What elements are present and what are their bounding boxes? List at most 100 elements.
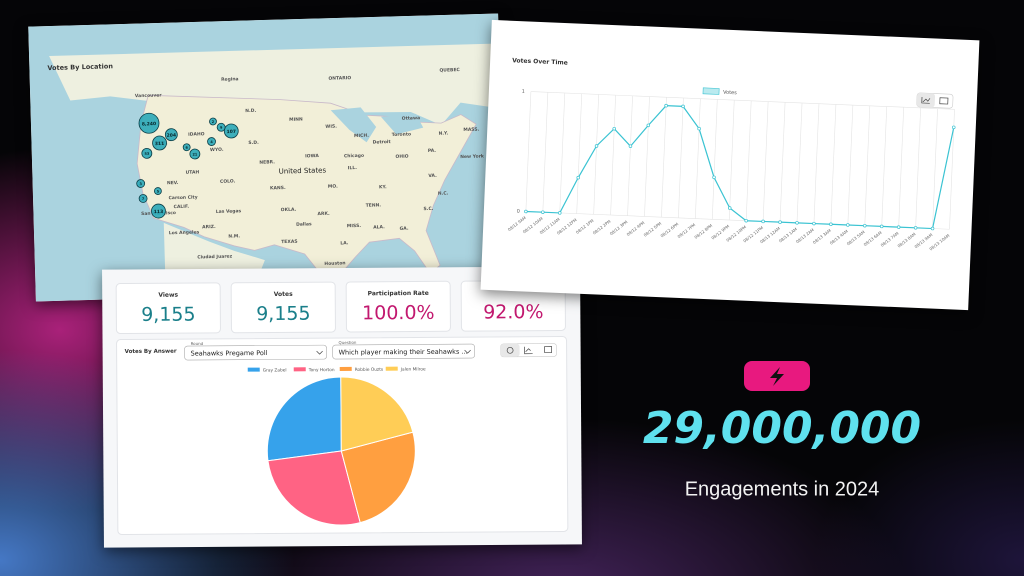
map-panel: Votes By Location Vancouver Regina ONTARIO… xyxy=(28,13,506,302)
line-point xyxy=(778,220,782,224)
round-label: Round xyxy=(191,341,204,346)
line-point xyxy=(879,224,884,229)
place-label: TENN. xyxy=(366,202,382,208)
place-label: N.D. xyxy=(245,108,256,114)
marker-label: 2 xyxy=(212,120,215,124)
place-label: Dallas xyxy=(296,221,312,227)
grid-line-x xyxy=(762,101,769,222)
round-value: Seahawks Pregame Poll xyxy=(191,349,268,358)
stat-value: 100.0% xyxy=(362,302,435,325)
location-marker xyxy=(151,203,166,219)
round-select[interactable] xyxy=(184,344,327,361)
marker-label: 204 xyxy=(167,133,177,139)
grid-line-x xyxy=(864,105,871,226)
line-point xyxy=(558,211,562,215)
place-label: N.C. xyxy=(438,190,449,196)
place-label: VA. xyxy=(428,173,437,179)
place-label: WYO. xyxy=(210,147,224,153)
grid-line-x xyxy=(711,99,718,220)
location-marker xyxy=(152,135,167,151)
line-series xyxy=(525,105,955,230)
place-label: MINN xyxy=(289,116,303,122)
place-label: Ciudad Juarez xyxy=(197,254,232,261)
pie-view-button[interactable] xyxy=(500,343,520,357)
line-point xyxy=(812,221,816,226)
y-tick-label: 1 xyxy=(522,89,525,95)
place-label: COLO. xyxy=(220,178,236,184)
grid-line xyxy=(530,91,955,110)
location-marker xyxy=(153,187,162,195)
pie-panel: Votes By Answer Round Seahawks Pregame P… xyxy=(102,266,582,548)
grid-line-x xyxy=(915,107,921,228)
line-point xyxy=(761,219,765,224)
marker-label: 21 xyxy=(192,152,198,156)
chart-view-button[interactable] xyxy=(916,92,936,108)
line-point xyxy=(712,175,716,180)
grid-line-x xyxy=(593,94,599,215)
promo-number: 29,000,000 xyxy=(643,403,921,454)
place-label: MICH. xyxy=(354,133,369,139)
place-label: Regina xyxy=(221,76,239,82)
line-view-button[interactable] xyxy=(524,346,533,355)
grid-line-x xyxy=(559,93,566,213)
line-point xyxy=(612,126,616,131)
legend-label: Tony Horton xyxy=(308,367,335,373)
pie-slice xyxy=(340,431,416,524)
grid-line-x xyxy=(627,95,633,216)
grid-line-x xyxy=(847,105,854,225)
grid-line-x xyxy=(745,100,752,221)
map-svg: Votes By Location Vancouver Regina ONTARIO… xyxy=(28,13,506,302)
location-marker xyxy=(136,179,146,188)
table-view-button[interactable] xyxy=(939,97,949,105)
place-label: KY. xyxy=(379,184,387,190)
stat-card xyxy=(115,282,221,335)
question-select[interactable] xyxy=(332,343,475,360)
stat-label: Participation Rate xyxy=(368,290,429,297)
pie-svg: Votes By Answer Round Seahawks Pregame P… xyxy=(115,279,569,536)
location-marker xyxy=(141,147,153,159)
stat-value: 9,155 xyxy=(141,304,196,326)
place-label: Ottawa xyxy=(402,115,421,122)
place-label: Chicago xyxy=(344,153,364,160)
place-label: KANS. xyxy=(270,185,286,191)
line-point xyxy=(541,210,545,214)
line-point xyxy=(863,223,867,228)
line-point xyxy=(646,123,651,128)
grid-line-x xyxy=(881,106,888,227)
chart-icon xyxy=(921,96,931,104)
place-label: QUEBEC xyxy=(439,67,460,74)
place-label: Vancouver xyxy=(135,92,163,99)
legend-label: Robbie Ouzts xyxy=(355,367,384,373)
marker-label: 8,240 xyxy=(142,121,156,127)
marker-label: 113 xyxy=(154,209,164,215)
legend-swatch xyxy=(293,367,306,372)
line-point xyxy=(727,206,732,210)
grid-line-x xyxy=(576,93,583,214)
pie-slice xyxy=(267,450,361,526)
table-view-button[interactable] xyxy=(544,346,552,353)
location-marker xyxy=(138,194,148,203)
place-label: NEV. xyxy=(167,180,179,186)
chart-title: Votes Over Time xyxy=(512,57,568,66)
marker-label: 53 xyxy=(144,152,150,156)
place-label: MASS. xyxy=(463,127,479,133)
location-marker xyxy=(189,148,201,160)
line-point xyxy=(697,126,701,131)
line-point xyxy=(744,218,748,223)
place-label: Detroit xyxy=(373,139,392,146)
marker-label: 5 xyxy=(157,190,160,194)
question-label: Question xyxy=(339,340,357,345)
great-lakes xyxy=(330,107,424,143)
place-label: MISS. xyxy=(347,223,362,229)
place-label: ONTARIO xyxy=(328,75,351,82)
chart-title: Votes By Answer xyxy=(125,349,177,355)
line-point xyxy=(576,175,580,180)
stat-card xyxy=(345,280,451,333)
place-label: Las Vegas xyxy=(216,208,242,215)
place-label: MO. xyxy=(328,184,338,190)
legend-label: Jalen Milroe xyxy=(400,366,426,372)
grid-line-x xyxy=(610,95,616,216)
question-value: Which player making their Seahawks ... xyxy=(339,348,468,357)
stat-value: 92.0% xyxy=(483,301,544,323)
